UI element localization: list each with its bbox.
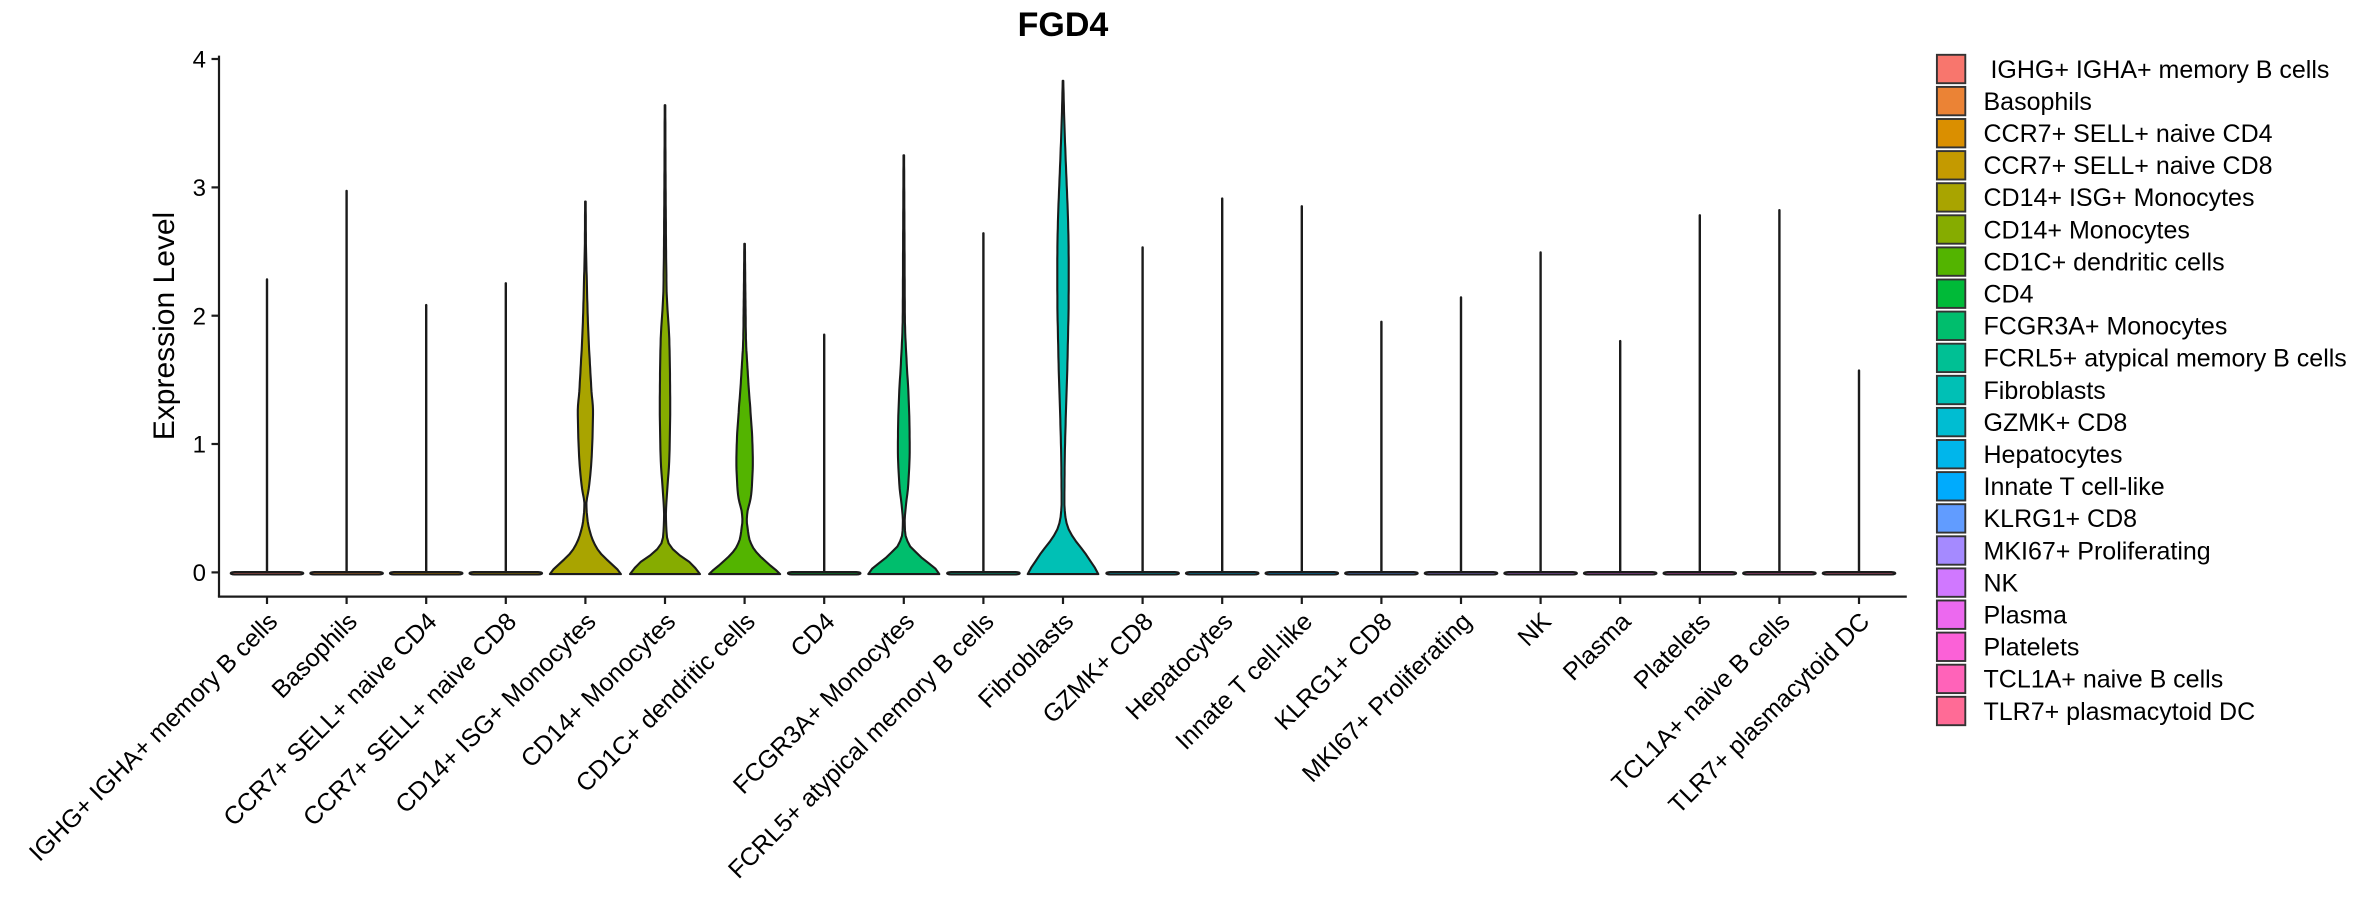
svg-text:Platelets: Platelets <box>1984 634 2080 662</box>
svg-text:MKI67+ Proliferating: MKI67+ Proliferating <box>1984 537 2211 565</box>
svg-text:CD1C+ dendritic cells: CD1C+ dendritic cells <box>1984 248 2225 276</box>
svg-text:Basophils: Basophils <box>1984 88 2092 116</box>
svg-text:FCGR3A+ Monocytes: FCGR3A+ Monocytes <box>1984 313 2228 341</box>
svg-text:GZMK+ CD8: GZMK+ CD8 <box>1984 409 2128 437</box>
svg-text:NK: NK <box>1984 569 2019 597</box>
svg-text:Hepatocytes: Hepatocytes <box>1984 441 2123 469</box>
svg-text:3: 3 <box>193 175 206 202</box>
svg-text:FGD4: FGD4 <box>1018 6 1109 44</box>
svg-text:CD14+ ISG+ Monocytes: CD14+ ISG+ Monocytes <box>1984 184 2255 212</box>
svg-text:CCR7+ SELL+ naive CD4: CCR7+ SELL+ naive CD4 <box>1984 120 2273 148</box>
svg-text:Fibroblasts: Fibroblasts <box>1984 377 2106 405</box>
svg-text:Innate T cell-like: Innate T cell-like <box>1984 473 2165 501</box>
svg-text:CD4: CD4 <box>1984 281 2034 309</box>
svg-text:IGHG+ IGHA+ memory B cells: IGHG+ IGHA+ memory B cells <box>1984 56 2330 84</box>
svg-text:4: 4 <box>193 47 206 74</box>
svg-text:2: 2 <box>193 303 206 330</box>
svg-text:TLR7+ plasmacytoid DC: TLR7+ plasmacytoid DC <box>1984 698 2256 726</box>
svg-text:0: 0 <box>193 560 206 587</box>
svg-text:FCRL5+ atypical memory B cells: FCRL5+ atypical memory B cells <box>1984 345 2347 373</box>
svg-text:Plasma: Plasma <box>1984 602 2067 630</box>
svg-text:KLRG1+ CD8: KLRG1+ CD8 <box>1984 505 2138 533</box>
svg-text:Expression Level: Expression Level <box>148 212 181 440</box>
svg-text:CCR7+ SELL+ naive CD8: CCR7+ SELL+ naive CD8 <box>1984 152 2273 180</box>
svg-text:1: 1 <box>193 432 206 459</box>
svg-text:CD14+ Monocytes: CD14+ Monocytes <box>1984 216 2190 244</box>
svg-text:TCL1A+ naive B cells: TCL1A+ naive B cells <box>1984 666 2224 694</box>
